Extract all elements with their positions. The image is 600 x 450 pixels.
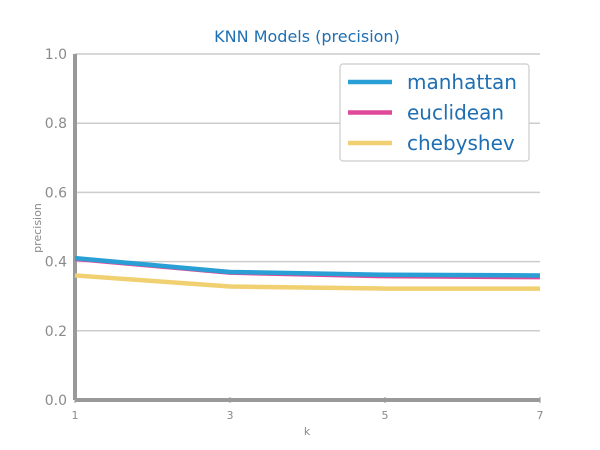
x-ticks: 1 3 5 7 [72, 397, 544, 422]
chart-title: KNN Models (precision) [214, 27, 400, 46]
axes [73, 54, 540, 402]
y-tick-label: 0.4 [45, 255, 67, 271]
y-tick-label: 0.2 [45, 324, 67, 340]
y-tick-label: 0.0 [45, 393, 67, 409]
x-axis-label: k [304, 425, 311, 438]
legend-label-euclidean: euclidean [407, 101, 504, 125]
y-axis-label: precision [31, 203, 44, 253]
x-tick-label: 3 [227, 409, 234, 422]
y-tick-label: 0.8 [45, 116, 67, 132]
series-line-manhattan [74, 255, 541, 278]
series-lines [74, 255, 541, 291]
x-tick-label: 7 [537, 409, 544, 422]
y-tick-label: 0.6 [45, 185, 67, 201]
y-ticks: 0.0 0.2 0.4 0.6 0.8 1.0 [45, 47, 67, 409]
x-tick-label: 5 [382, 409, 389, 422]
legend-box [339, 63, 530, 162]
series-line-chebyshev [74, 273, 540, 291]
x-tick-label: 1 [72, 409, 79, 422]
y-tick-label: 1.0 [45, 47, 67, 63]
legend: manhattan euclidean chebyshev [339, 63, 530, 162]
legend-label-manhattan: manhattan [407, 70, 517, 94]
legend-label-chebyshev: chebyshev [407, 131, 515, 155]
